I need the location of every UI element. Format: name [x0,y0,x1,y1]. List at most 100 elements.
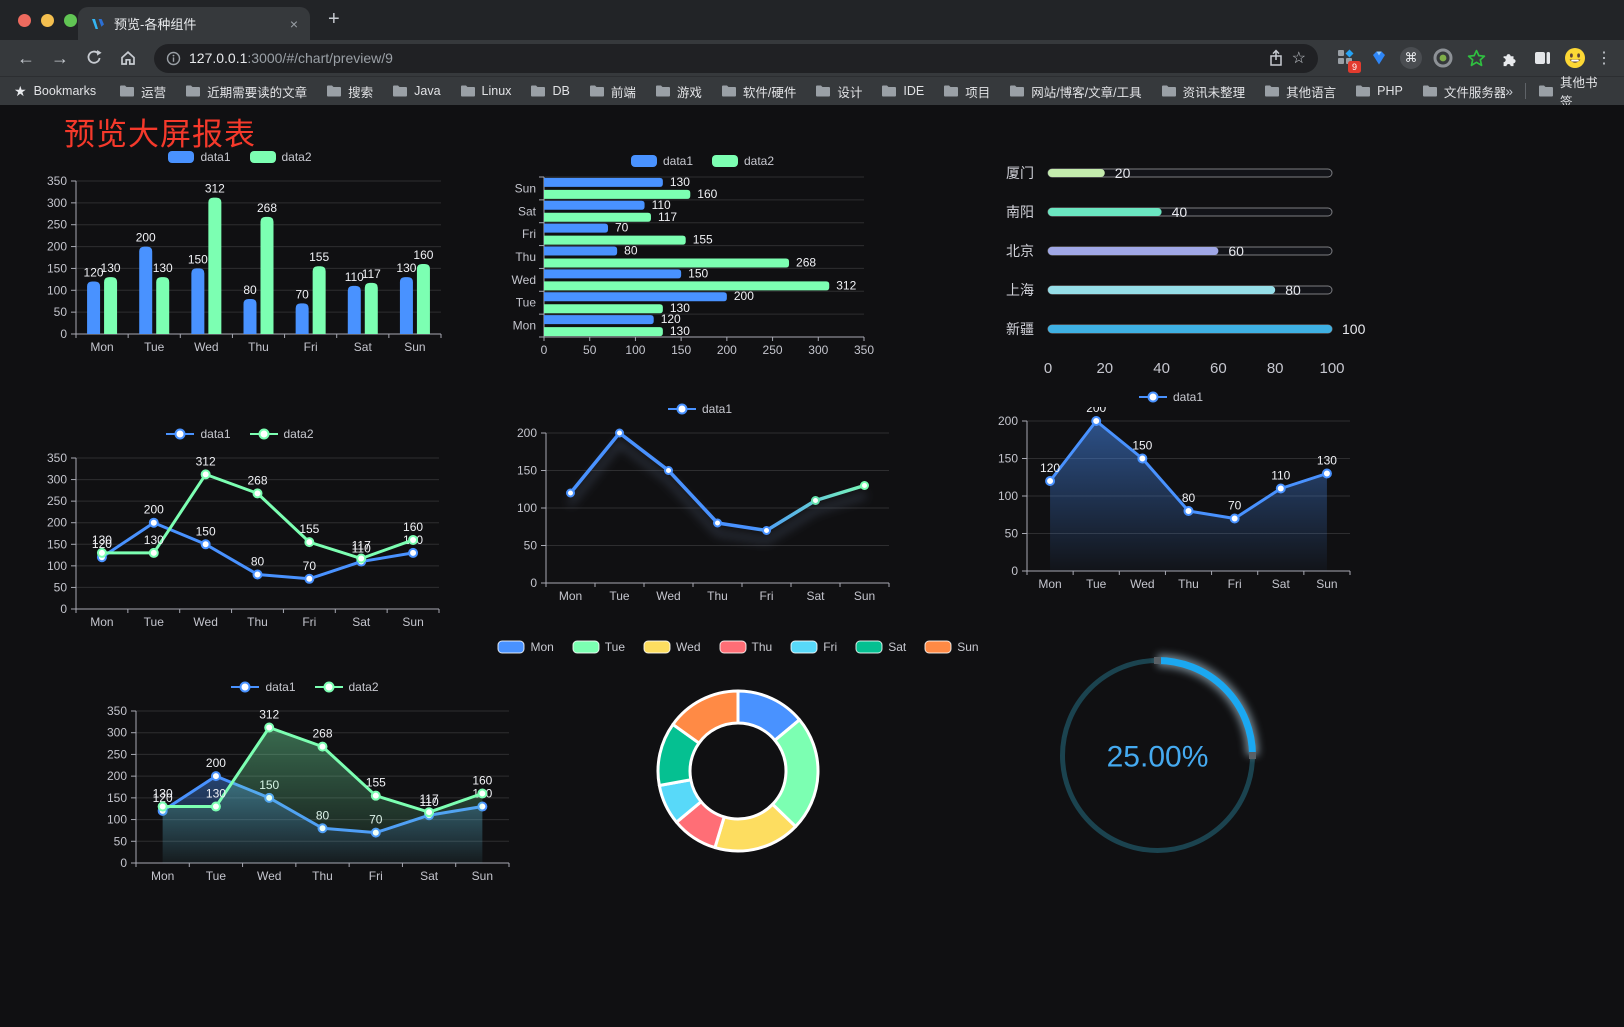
svg-text:Mon: Mon [151,869,174,883]
svg-text:200: 200 [517,426,537,440]
folder-icon [460,85,475,97]
svg-text:150: 150 [688,266,708,280]
bookmark-folder[interactable]: IDE [881,84,924,98]
extension-icon-grid[interactable]: 9 [1334,46,1361,73]
legend-item[interactable]: data1 [165,427,231,441]
legend-item[interactable]: data1 [630,154,693,168]
bookmark-folder-label: Linux [481,84,512,98]
svg-text:110: 110 [1271,469,1290,483]
browser-tab[interactable]: 预览-各种组件 × [78,7,310,40]
home-button[interactable] [114,44,142,72]
extension-icon-command[interactable]: ⌘ [1400,47,1422,69]
bookmark-folder[interactable]: 近期需要读的文章 [185,82,307,101]
legend-item[interactable]: Mon [497,640,554,654]
svg-text:60: 60 [1228,243,1244,259]
bookmark-folder[interactable]: 资讯未整理 [1161,82,1245,101]
fullscreen-window-button[interactable] [64,14,77,27]
legend-item[interactable]: data1 [230,680,296,694]
svg-text:Thu: Thu [515,250,536,264]
svg-text:200: 200 [734,289,754,303]
folder-icon [816,85,831,97]
site-info-icon[interactable] [166,51,181,66]
profile-avatar[interactable] [1563,46,1587,70]
legend-item[interactable]: data1 [167,150,231,164]
bookmark-folder[interactable]: 运营 [119,82,166,101]
extension-icon-green-star[interactable] [1464,46,1488,70]
svg-text:Sun: Sun [404,340,425,354]
tab-title: 预览-各种组件 [114,17,197,32]
forward-button[interactable]: → [51,47,69,68]
svg-text:60: 60 [1210,360,1227,377]
menu-kebab-icon[interactable]: ⋮ [1596,50,1612,67]
legend-item[interactable]: Wed [643,640,701,654]
extension-icon-record[interactable] [1431,46,1455,70]
legend-marker [924,640,952,654]
extension-icon-gem[interactable] [1367,46,1391,70]
legend-item[interactable]: data2 [249,427,314,441]
folder-icon [1161,85,1176,97]
svg-text:130: 130 [670,324,690,338]
share-icon[interactable] [1268,49,1284,67]
bookmarks-overflow-icon[interactable]: » [1505,83,1514,99]
legend-item[interactable]: Fri [790,640,837,654]
bookmark-folder[interactable]: 其他语言 [1264,82,1336,101]
legend-item[interactable]: Thu [719,640,772,654]
legend-item[interactable]: data1 [1138,390,1203,404]
sidebar-toggle-icon[interactable] [1530,46,1554,70]
svg-text:120: 120 [92,537,112,551]
reload-button[interactable] [80,44,108,72]
legend-item[interactable]: data2 [249,150,312,164]
bookmarks-star-icon[interactable]: ★ [14,82,27,99]
close-window-button[interactable] [18,14,31,27]
bookmark-folder[interactable]: Java [392,84,441,98]
bookmark-folder[interactable]: DB [530,84,570,98]
tab-close-icon[interactable]: × [289,15,298,32]
svg-text:Sat: Sat [1272,577,1291,591]
bookmark-folder[interactable]: 搜索 [326,82,373,101]
legend-item[interactable]: Tue [572,640,625,654]
svg-text:117: 117 [362,267,381,281]
legend-marker [790,640,818,654]
area-chart-single: data1 0 50 100 150 200 Mon Tue Wed Thu Fri Sat Sun 12… [983,385,1358,597]
bookmark-folder[interactable]: Linux [460,84,512,98]
chart-canvas: 25.00% [1060,654,1259,853]
svg-text:Wed: Wed [257,869,281,883]
folder-icon [589,85,604,97]
bookmark-folder[interactable]: 网站/博客/文章/工具 [1009,82,1142,101]
bookmark-folder[interactable]: 文件服务器 [1422,82,1505,101]
bookmark-folder-label: 其他语言 [1286,85,1337,100]
extensions-puzzle-icon[interactable] [1497,46,1521,70]
legend-item[interactable]: Sat [855,640,906,654]
bookmark-folder[interactable]: 软件/硬件 [721,82,796,101]
bookmarks-label[interactable]: Bookmarks [33,84,97,98]
svg-text:Sun: Sun [402,615,423,629]
svg-text:Fri: Fri [760,589,774,603]
bookmark-folder[interactable]: 项目 [943,82,990,101]
svg-text:50: 50 [524,539,538,553]
chart-canvas: 0 50 100 150 200 250 300 350 Mon Tue Wed Thu Fri Sat S… [107,704,510,883]
minimize-window-button[interactable] [41,14,54,27]
command-glyph: ⌘ [1404,50,1418,65]
svg-text:130: 130 [153,261,173,275]
svg-text:268: 268 [312,727,332,741]
legend-item[interactable]: Sun [924,640,979,654]
chart-legend: data1 data2 [502,153,902,169]
svg-text:117: 117 [658,210,677,224]
svg-text:0: 0 [530,576,537,590]
bookmark-folder[interactable]: PHP [1355,84,1403,98]
legend-item[interactable]: data1 [667,402,732,416]
bookmark-folder[interactable]: 前端 [589,82,636,101]
bookmarks-divider [1525,83,1527,99]
svg-text:Sat: Sat [518,204,537,218]
legend-label: data2 [348,680,379,694]
back-button[interactable]: ← [17,47,35,68]
new-tab-button[interactable]: + [328,8,340,30]
url-bar[interactable]: 127.0.0.1:3000/#/chart/preview/9 ☆ [154,43,1318,73]
bookmark-folder[interactable]: 设计 [815,82,862,101]
legend-item[interactable]: data2 [711,154,774,168]
svg-text:Thu: Thu [707,589,728,603]
folder-icon [1010,85,1025,97]
bookmark-folder[interactable]: 游戏 [655,82,702,101]
bookmark-star-icon[interactable]: ☆ [1291,50,1306,67]
legend-item[interactable]: data2 [314,680,379,694]
